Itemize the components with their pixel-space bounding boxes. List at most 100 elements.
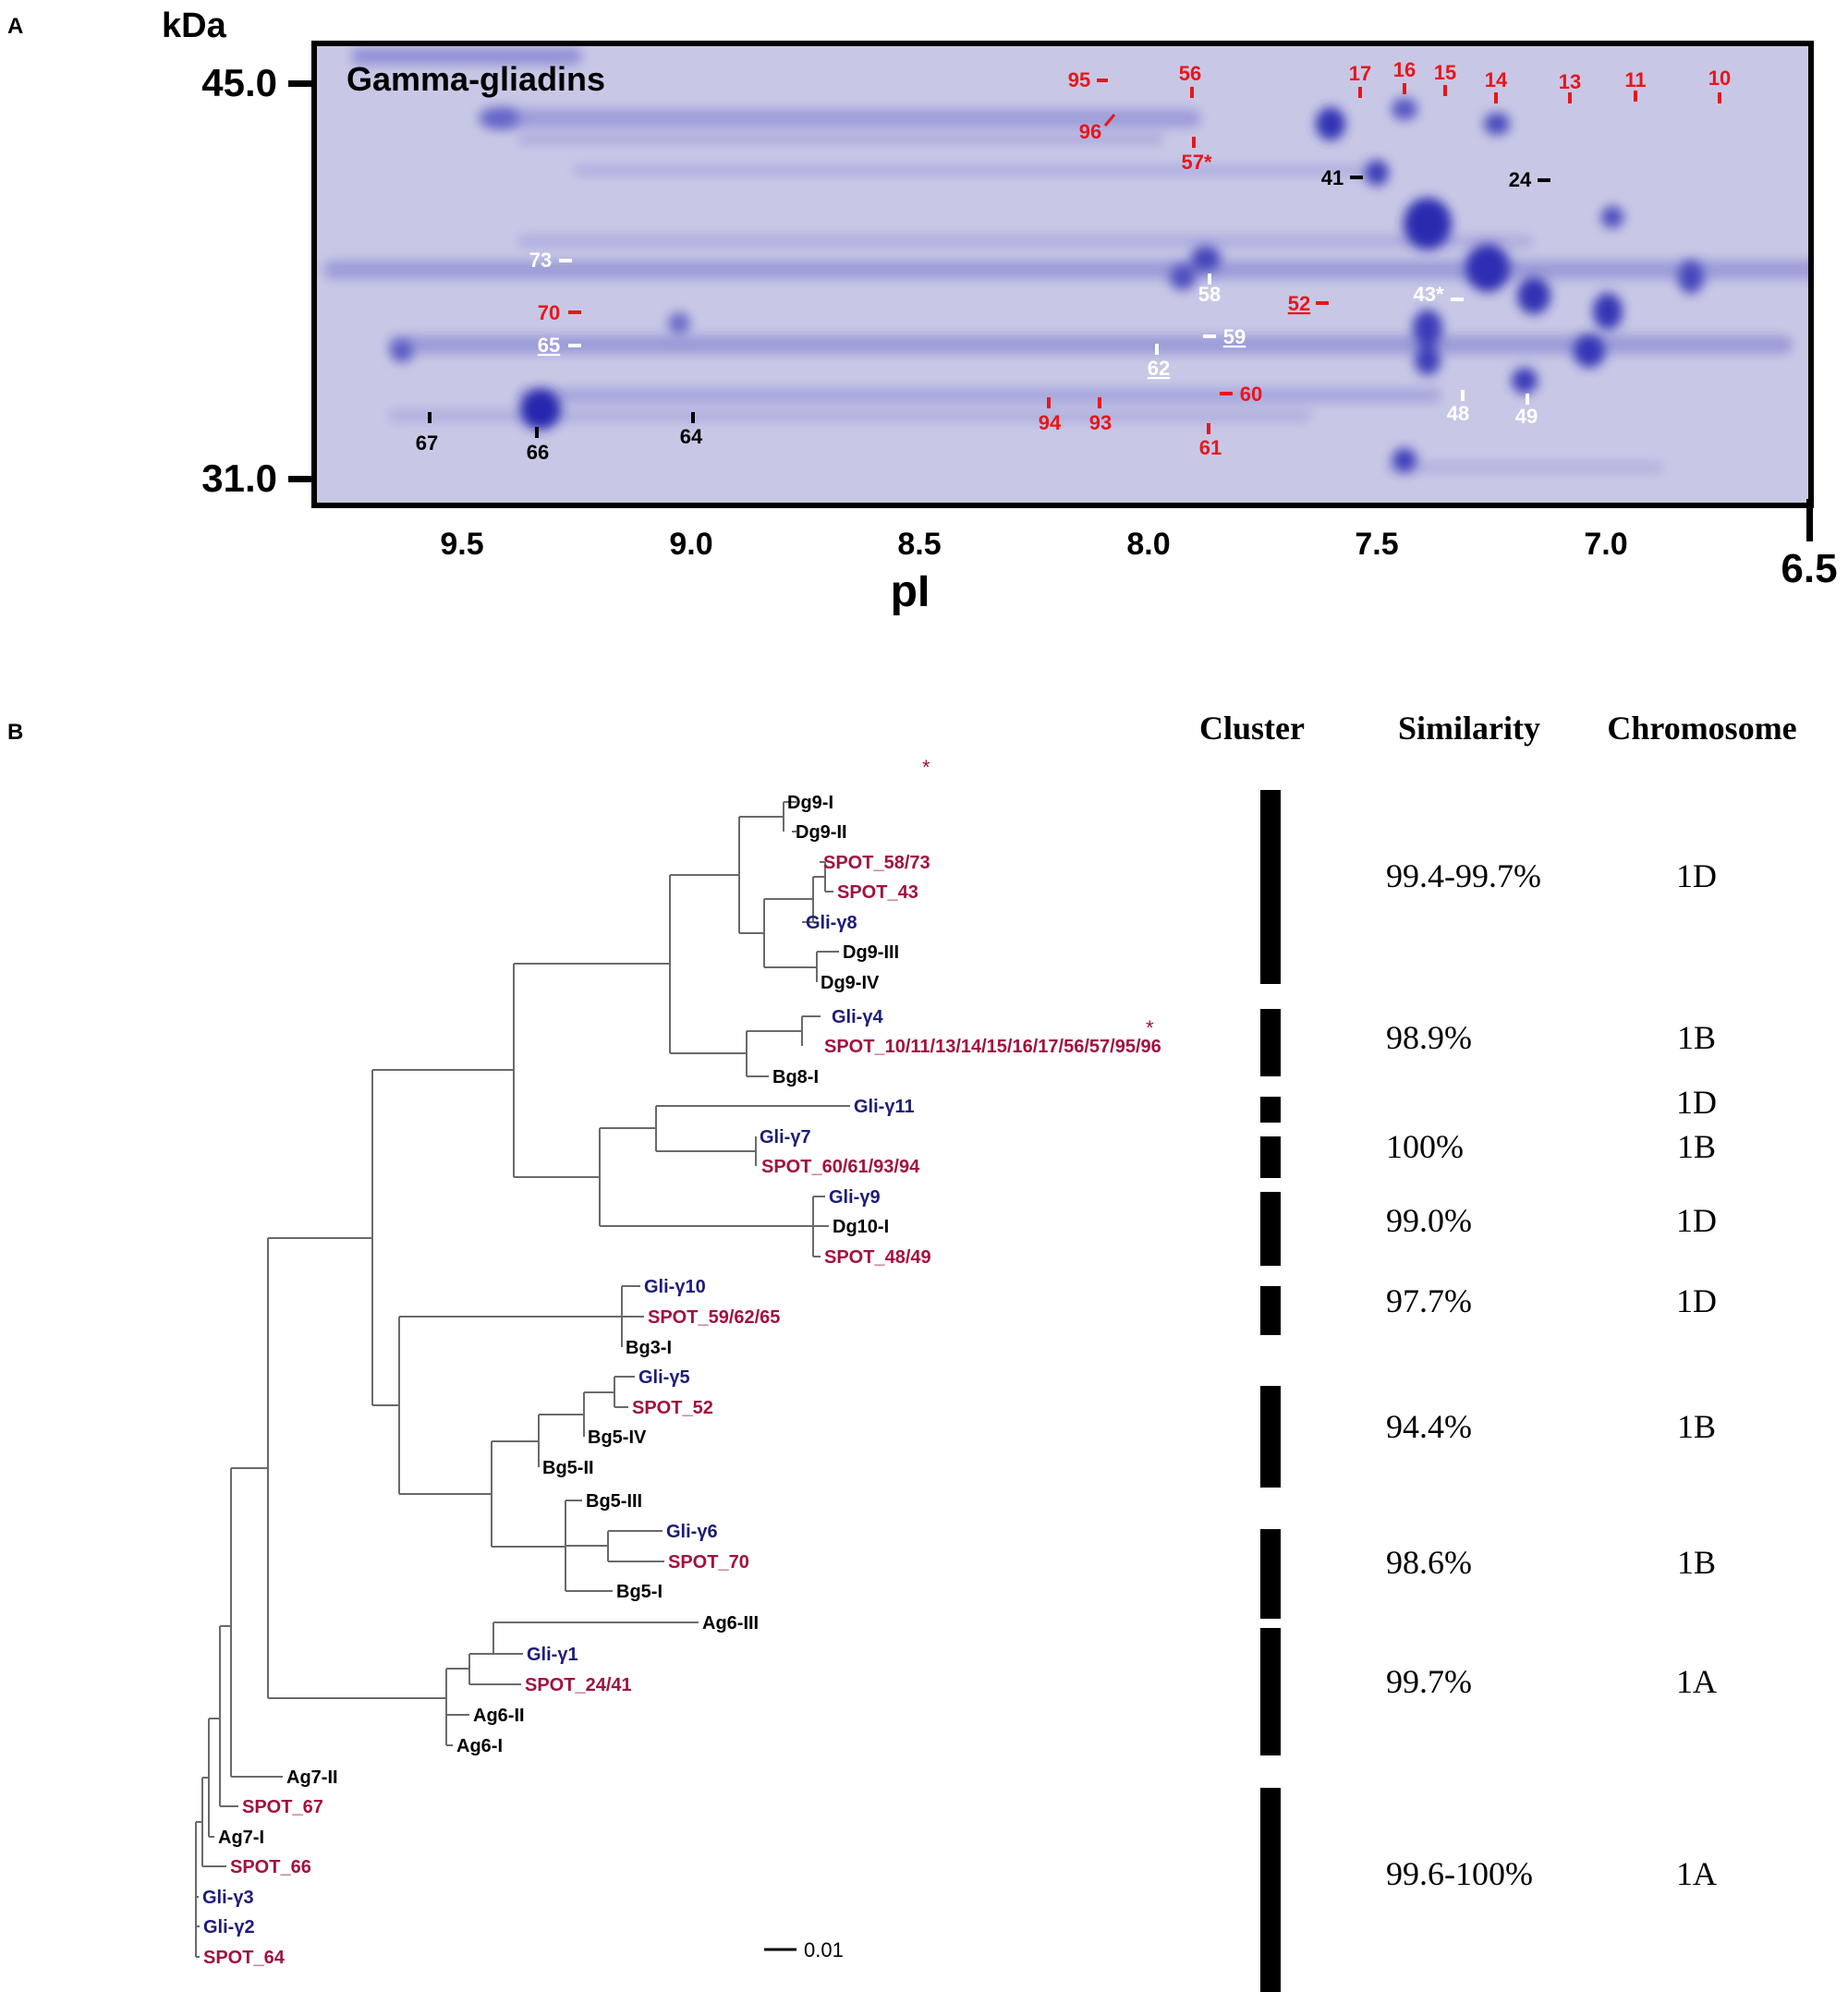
leaf-label-9: Bg8-I bbox=[772, 1067, 819, 1087]
spot-tick-66 bbox=[535, 427, 539, 438]
spot-tick-59 bbox=[1203, 334, 1216, 338]
leaf-label-23: Bg5-III bbox=[586, 1491, 642, 1512]
similarity-value-1: 98.9% bbox=[1386, 1019, 1472, 1056]
y-axis-unit: kDa bbox=[162, 6, 227, 45]
spot-label-70: 70 bbox=[538, 301, 560, 324]
gel-title: Gamma-gliadins bbox=[346, 60, 605, 98]
cluster-bar-7 bbox=[1260, 1529, 1281, 1619]
panel-a-letter: A bbox=[7, 14, 23, 39]
leaf-label-35: SPOT_66 bbox=[230, 1857, 311, 1877]
cluster-bar-1 bbox=[1260, 1009, 1281, 1076]
spot-tick-56 bbox=[1190, 87, 1194, 98]
spot-tick-57 bbox=[1192, 137, 1196, 148]
x-tick-9.0: 9.0 bbox=[669, 527, 712, 562]
spot-tick-13 bbox=[1568, 92, 1572, 103]
spot-label-93: 93 bbox=[1089, 411, 1112, 434]
leaf-label-14: Dg10-I bbox=[833, 1217, 889, 1237]
similarity-value-3: 100% bbox=[1386, 1128, 1464, 1165]
spot-tick-17 bbox=[1358, 87, 1362, 98]
spot-label-66: 66 bbox=[527, 441, 549, 464]
cluster-bar-5 bbox=[1260, 1286, 1281, 1335]
leaf-label-7: Gli-γ4 bbox=[832, 1007, 883, 1027]
x-tick-8.0: 8.0 bbox=[1126, 527, 1170, 562]
spot-tick-49 bbox=[1526, 394, 1529, 405]
leaf-label-36: Gli-γ3 bbox=[202, 1888, 254, 1908]
cluster-bar-0 bbox=[1260, 790, 1281, 984]
leaf-label-22: Bg5-II bbox=[542, 1458, 594, 1478]
spot-label-95: 95 bbox=[1068, 68, 1090, 91]
asterisk-spot-43: * bbox=[922, 756, 930, 779]
spot-tick-93 bbox=[1098, 397, 1101, 408]
header-similarity: Similarity bbox=[1398, 710, 1540, 747]
leaf-label-11: Gli-γ7 bbox=[760, 1127, 811, 1148]
similarity-value-4: 99.0% bbox=[1386, 1202, 1472, 1239]
leaf-label-18: Bg3-I bbox=[626, 1338, 672, 1358]
leaf-label-34: Ag7-I bbox=[218, 1828, 264, 1848]
scale-bar-label: 0.01 bbox=[804, 1938, 844, 1962]
spot-label-61: 61 bbox=[1199, 436, 1222, 459]
x-tick-6.5: 6.5 bbox=[1781, 546, 1837, 591]
x-tick-7.0: 7.0 bbox=[1584, 527, 1627, 562]
leaf-label-25: SPOT_70 bbox=[668, 1552, 749, 1573]
spot-tick-73 bbox=[559, 259, 572, 262]
spot-tick-62 bbox=[1155, 344, 1159, 355]
spot-tick-67 bbox=[428, 412, 432, 423]
leaf-label-37: Gli-γ2 bbox=[203, 1917, 255, 1937]
spot-label-16: 16 bbox=[1393, 58, 1416, 81]
leaf-label-8: SPOT_10/11/13/14/15/16/17/56/57/95/96 bbox=[824, 1037, 1161, 1057]
leaf-label-26: Bg5-I bbox=[616, 1582, 663, 1602]
leaf-label-33: SPOT_67 bbox=[242, 1797, 323, 1817]
x-tick-9.5: 9.5 bbox=[440, 527, 483, 562]
spot-tick-24 bbox=[1538, 178, 1550, 182]
leaf-label-13: Gli-γ9 bbox=[829, 1187, 881, 1208]
spot-label-64: 64 bbox=[680, 425, 703, 448]
header-cluster: Cluster bbox=[1199, 710, 1305, 747]
spot-label-15: 15 bbox=[1434, 61, 1456, 84]
similarity-value-6: 94.4% bbox=[1386, 1408, 1472, 1445]
spot-label-94: 94 bbox=[1039, 411, 1062, 434]
spot-label-43: 43* bbox=[1413, 283, 1443, 306]
chromosome-value-9: 1A bbox=[1676, 1855, 1717, 1892]
table-headers: Cluster Similarity Chromosome bbox=[1199, 710, 1797, 747]
spot-label-58: 58 bbox=[1198, 283, 1221, 306]
x-axis-end-bar bbox=[1806, 499, 1813, 541]
cluster-bar-2 bbox=[1260, 1097, 1281, 1123]
cluster-bar-4 bbox=[1260, 1192, 1281, 1266]
similarity-value-8: 99.7% bbox=[1386, 1663, 1472, 1700]
spot-label-73: 73 bbox=[529, 249, 552, 272]
x-axis-label: pI bbox=[891, 567, 930, 616]
spot-label-group: 95 56 17 16 15 14 13 11 10 96 57* 41 24 bbox=[416, 58, 1731, 464]
cluster-bar-9 bbox=[1260, 1788, 1281, 1992]
gel-frame bbox=[311, 41, 1814, 508]
leaf-label-24: Gli-γ6 bbox=[666, 1522, 718, 1542]
chromosome-value-5: 1D bbox=[1676, 1282, 1717, 1319]
similarity-value-7: 98.6% bbox=[1386, 1544, 1472, 1581]
phylogenetic-tree bbox=[195, 801, 850, 1958]
leaf-label-17: SPOT_59/62/65 bbox=[648, 1307, 780, 1328]
spot-label-49: 49 bbox=[1515, 405, 1538, 428]
leaf-label-10: Gli-γ11 bbox=[854, 1097, 915, 1117]
spot-label-11: 11 bbox=[1624, 68, 1646, 91]
spot-tick-61 bbox=[1207, 423, 1210, 434]
asterisk-spot-57: * bbox=[1146, 1016, 1154, 1039]
spot-label-60: 60 bbox=[1240, 383, 1262, 406]
spot-tick-58 bbox=[1208, 273, 1211, 285]
leaf-label-4: Gli-γ8 bbox=[806, 913, 857, 933]
spot-label-24: 24 bbox=[1509, 168, 1532, 191]
spot-tick-64 bbox=[691, 412, 695, 423]
gel-image: Gamma-gliadins 95 56 17 16 15 14 13 11 1… bbox=[311, 41, 1814, 508]
spot-label-56: 56 bbox=[1179, 62, 1201, 85]
leaf-label-31: Ag6-I bbox=[456, 1736, 503, 1756]
spot-tick-70 bbox=[568, 310, 581, 314]
chromosome-value-3: 1B bbox=[1677, 1128, 1716, 1165]
similarity-column: 99.4-99.7% 98.9% 100% 99.0% 97.7% 94.4% 98.6% 9… bbox=[1386, 857, 1541, 1892]
leaf-label-0: Dg9-I bbox=[787, 793, 833, 813]
chromosome-value-0: 1D bbox=[1676, 857, 1717, 894]
spot-tick-94 bbox=[1047, 397, 1051, 408]
spot-tick-65 bbox=[568, 344, 581, 347]
spot-label-59: 59 bbox=[1223, 325, 1246, 348]
spot-tick-43 bbox=[1451, 298, 1464, 301]
spot-label-48: 48 bbox=[1447, 402, 1469, 425]
spot-label-96: 96 bbox=[1079, 120, 1101, 143]
spot-label-67: 67 bbox=[416, 431, 438, 455]
